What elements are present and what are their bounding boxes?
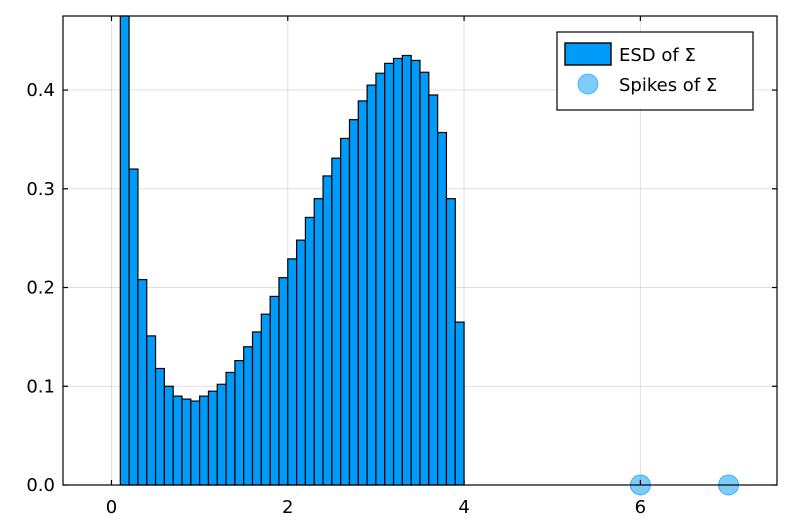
x-axis-ticks: 0 2 4 6 xyxy=(106,16,646,518)
histogram-bar xyxy=(304,216,315,486)
histogram-bar xyxy=(419,71,430,486)
legend: ESD of Σ Spikes of Σ xyxy=(556,31,754,111)
histogram-bar xyxy=(146,335,157,486)
histogram-bar xyxy=(251,331,262,486)
histogram-bars xyxy=(119,15,465,486)
histogram-bar xyxy=(366,84,377,486)
legend-label-spikes: Spikes of Σ xyxy=(619,75,717,96)
histogram-bar xyxy=(348,119,359,486)
y-tick-label: 0.3 xyxy=(26,179,55,200)
histogram-bar xyxy=(375,72,386,486)
histogram-bar xyxy=(410,59,421,486)
histogram-bar xyxy=(181,398,192,486)
histogram-bar xyxy=(207,390,218,486)
histogram-bar xyxy=(243,346,254,486)
histogram-bar xyxy=(216,383,227,486)
histogram-bar xyxy=(340,137,351,486)
y-axis-ticks: 0.0 0.1 0.2 0.3 0.4 xyxy=(26,80,777,496)
histogram-bar xyxy=(119,15,130,486)
histogram-bar xyxy=(331,157,342,486)
legend-swatch-spikes xyxy=(577,73,599,95)
y-tick-label: 0.2 xyxy=(26,278,55,299)
histogram-bar xyxy=(225,371,236,486)
histogram-bar xyxy=(269,295,280,486)
legend-label-esd: ESD of Σ xyxy=(619,45,696,66)
histogram-bar xyxy=(401,54,412,486)
histogram-bar xyxy=(278,277,289,486)
histogram-bar xyxy=(154,367,165,486)
histogram-bar xyxy=(137,279,148,486)
histogram-bar xyxy=(295,239,307,486)
histogram-bar xyxy=(322,175,333,486)
legend-swatch-esd xyxy=(564,42,612,66)
histogram-bar xyxy=(172,395,183,486)
histogram-bar xyxy=(163,385,174,486)
histogram-bar xyxy=(357,100,368,486)
histogram-bar xyxy=(199,395,210,486)
histogram-bar xyxy=(428,94,439,486)
histogram-bar xyxy=(234,359,245,486)
x-tick-label: 4 xyxy=(458,497,469,518)
histogram-bar xyxy=(260,313,271,486)
y-tick-label: 0.0 xyxy=(26,475,55,496)
histogram-bar xyxy=(313,198,324,486)
histogram-bar xyxy=(454,321,465,486)
y-tick-label: 0.4 xyxy=(26,80,55,101)
histogram-bar xyxy=(128,168,139,486)
y-tick-label: 0.1 xyxy=(26,376,55,397)
histogram-bar xyxy=(384,62,395,486)
plot-frame xyxy=(62,15,778,486)
x-tick-label: 2 xyxy=(282,497,293,518)
x-tick-label: 6 xyxy=(635,497,646,518)
histogram-bar xyxy=(437,131,448,486)
histogram-bar xyxy=(287,258,298,486)
x-tick-label: 0 xyxy=(106,497,117,518)
histogram-bar xyxy=(190,400,201,486)
histogram-bar xyxy=(392,57,403,486)
histogram-bar xyxy=(445,198,456,486)
